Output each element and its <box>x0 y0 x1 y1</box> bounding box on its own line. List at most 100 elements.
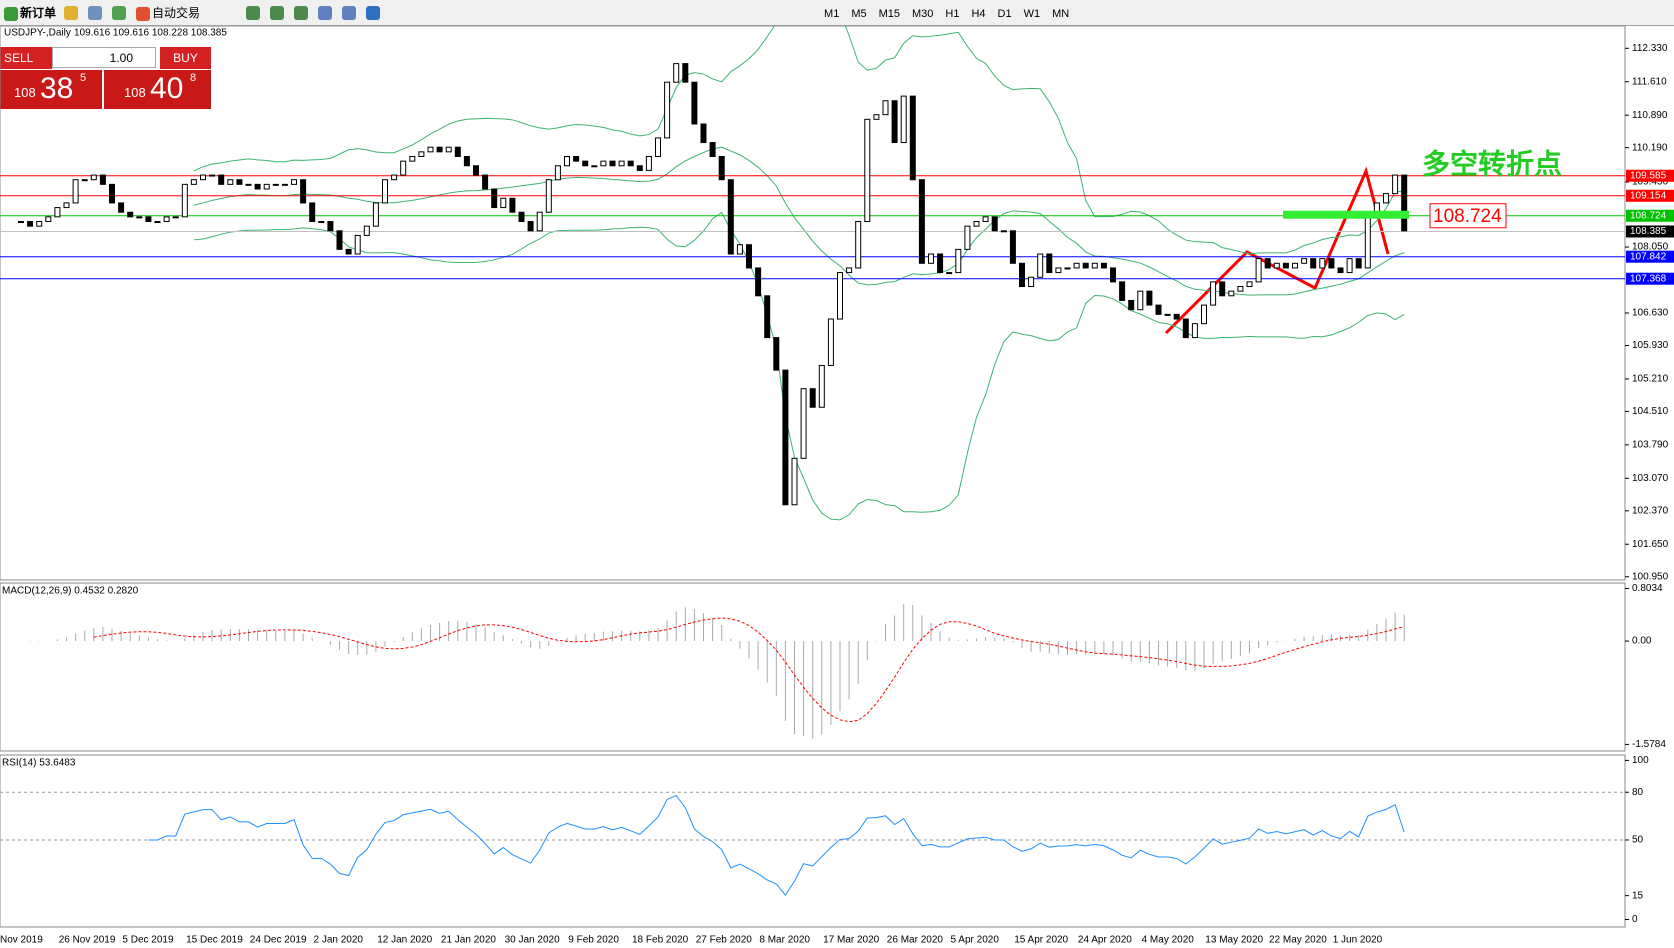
candle <box>36 221 43 227</box>
y-tick-label: 110.190 <box>1632 142 1668 153</box>
candle <box>454 146 461 157</box>
candle <box>800 388 807 459</box>
icon[interactable] <box>112 5 128 20</box>
buy-price[interactable]: 108 40 8 <box>104 70 211 109</box>
price-tag-label: 107.842 <box>1630 251 1667 262</box>
x-tick-label: 2 Jan 2020 <box>314 935 364 946</box>
candle <box>600 160 607 167</box>
candle <box>363 225 370 236</box>
sell-price[interactable]: 108 38 5 <box>0 70 102 109</box>
label: 自动交易 <box>152 6 201 20</box>
candle <box>691 81 698 125</box>
candle <box>937 253 944 274</box>
candle <box>928 253 934 264</box>
candle <box>545 179 552 213</box>
candle <box>372 202 379 227</box>
candle <box>991 216 998 232</box>
candle <box>718 155 725 181</box>
icon[interactable] <box>342 5 358 20</box>
candle <box>627 160 634 167</box>
candle <box>909 95 916 181</box>
candle <box>1137 290 1144 311</box>
x-tick-label: 1 Jun 2020 <box>1333 935 1383 946</box>
timeframe-button[interactable]: M15 <box>878 7 900 20</box>
y-tick-label: 112.330 <box>1632 43 1668 54</box>
candle <box>18 221 24 224</box>
timeframe-button[interactable]: W1 <box>1023 7 1041 20</box>
candle <box>500 197 507 209</box>
rsi-pane <box>0 754 1626 928</box>
sell-button[interactable]: SELL <box>0 47 52 69</box>
x-tick-label: 13 May 2020 <box>1205 935 1263 946</box>
timeframe-button[interactable]: M30 <box>912 7 934 20</box>
candle <box>400 160 407 176</box>
candle <box>181 183 188 218</box>
candle <box>536 211 543 232</box>
candle <box>409 155 416 162</box>
x-tick-label: 8 Mar 2020 <box>759 935 810 946</box>
y-tick-label: 111.610 <box>1632 76 1667 87</box>
price-tag <box>1626 209 1674 222</box>
icon[interactable] <box>64 5 80 20</box>
candle <box>636 165 643 171</box>
price-tag-label: 108.724 <box>1630 210 1667 221</box>
y-tick-label: 0 <box>1632 914 1638 925</box>
y-tick-label: 102.370 <box>1632 505 1669 516</box>
candle <box>345 248 352 255</box>
candle <box>1219 281 1226 297</box>
lots-input[interactable]: 1.00 <box>52 47 156 68</box>
timeframe-button[interactable]: H1 <box>945 7 960 20</box>
candle <box>609 160 616 167</box>
y-tick-label: 0.00 <box>1632 636 1652 647</box>
y-tick-label: 0.8034 <box>1632 583 1663 594</box>
y-tick-label: 80 <box>1632 787 1644 798</box>
x-tick-label: Nov 2019 <box>0 935 43 946</box>
timeframe-button[interactable]: D1 <box>997 7 1012 20</box>
price-tag <box>1626 189 1674 202</box>
price-tag <box>1626 272 1674 285</box>
x-tick-label: 15 Dec 2019 <box>186 935 243 946</box>
candle <box>1246 281 1253 288</box>
icon[interactable] <box>366 5 382 20</box>
candle <box>1164 313 1171 316</box>
icon[interactable] <box>88 5 104 20</box>
candle <box>1082 262 1089 269</box>
candle <box>1155 304 1162 315</box>
candle <box>318 221 325 224</box>
candle <box>564 155 570 167</box>
candle <box>1310 258 1317 269</box>
candle <box>309 202 316 223</box>
candle <box>1237 286 1244 292</box>
buy-button[interactable]: BUY <box>160 47 211 69</box>
candle <box>254 183 261 190</box>
candle <box>300 179 307 204</box>
candle <box>1055 267 1062 274</box>
candle <box>1392 174 1399 195</box>
timeframe-button[interactable]: H4 <box>971 7 986 20</box>
timeframe-button[interactable]: MN <box>1052 7 1070 20</box>
icon[interactable] <box>318 5 334 20</box>
timeframe-button[interactable]: M5 <box>851 7 867 20</box>
icon[interactable] <box>246 5 262 20</box>
candle <box>127 211 134 218</box>
y-tick-label: 15 <box>1632 890 1644 901</box>
y-tick-label: 100.950 <box>1632 571 1669 582</box>
x-tick-label: 17 Mar 2020 <box>823 935 880 946</box>
candle <box>818 364 825 408</box>
x-tick-label: 24 Apr 2020 <box>1078 935 1132 946</box>
candle <box>1273 262 1280 269</box>
auto-trading-button[interactable]: 自动交易 <box>136 4 200 21</box>
candle <box>272 183 279 186</box>
x-tick-label: 21 Jan 2020 <box>441 935 496 946</box>
macd-signal <box>93 617 1405 723</box>
candle <box>764 295 771 339</box>
candle <box>582 160 589 167</box>
new-order-button[interactable]: 新订单 <box>4 4 56 21</box>
icon[interactable] <box>294 5 310 20</box>
icon[interactable] <box>270 5 286 20</box>
toolbar: 新订单 自动交易 M1 M5 M15 M30 H1 H4 D1 W1 MN <box>0 0 1674 26</box>
timeframe-button[interactable]: M1 <box>824 7 840 20</box>
candle <box>1364 216 1371 269</box>
x-tick-label: 30 Jan 2020 <box>505 935 560 946</box>
x-tick-label: 9 Feb 2020 <box>568 935 619 946</box>
